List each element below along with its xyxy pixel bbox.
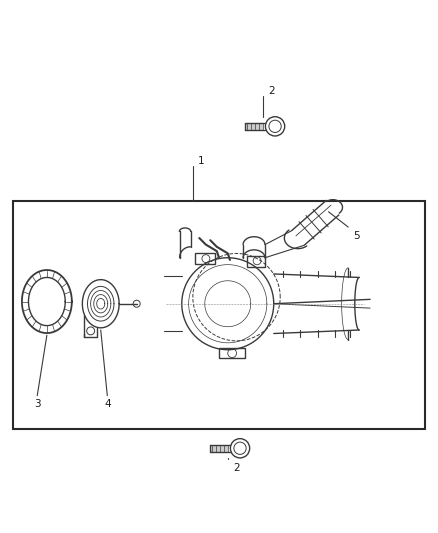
- FancyBboxPatch shape: [219, 348, 245, 359]
- Circle shape: [269, 120, 281, 133]
- Circle shape: [234, 442, 246, 455]
- Circle shape: [133, 300, 140, 307]
- Text: 3: 3: [34, 399, 41, 409]
- FancyBboxPatch shape: [195, 253, 215, 264]
- Bar: [245, 123, 263, 130]
- FancyBboxPatch shape: [13, 201, 425, 429]
- Circle shape: [253, 257, 261, 265]
- Circle shape: [202, 255, 210, 263]
- Circle shape: [230, 439, 250, 458]
- Text: 2: 2: [268, 86, 275, 96]
- Bar: [210, 445, 228, 452]
- FancyBboxPatch shape: [247, 255, 265, 266]
- Circle shape: [228, 349, 237, 358]
- Circle shape: [87, 327, 95, 335]
- Text: 1: 1: [198, 156, 205, 166]
- Text: 5: 5: [353, 231, 360, 241]
- Text: 4: 4: [104, 399, 111, 409]
- Circle shape: [265, 117, 285, 136]
- Text: 2: 2: [233, 463, 240, 473]
